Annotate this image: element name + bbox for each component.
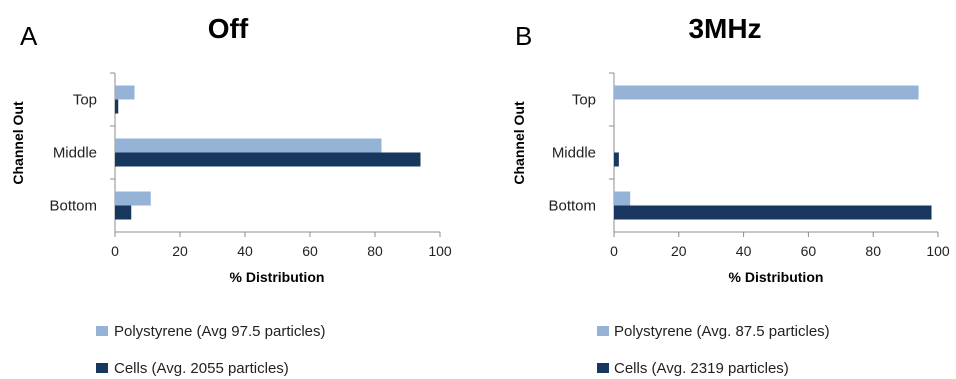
y-tick-label: Middle <box>53 145 97 162</box>
legend: Polystyrene (Avg. 87.5 particles) Cells … <box>597 323 830 377</box>
x-axis-title: % Distribution <box>230 269 325 285</box>
legend: Polystyrene (Avg 97.5 particles) Cells (… <box>96 323 326 377</box>
y-tick-label: Top <box>572 92 596 109</box>
x-tick-label: 100 <box>428 243 452 259</box>
legend-swatch-polystyrene <box>96 326 108 336</box>
panel-label: B <box>515 21 532 51</box>
x-tick-label: 20 <box>172 243 188 259</box>
y-tick-label: Middle <box>552 145 596 162</box>
x-tick-label: 80 <box>367 243 383 259</box>
panel-label: A <box>20 21 38 51</box>
panel-b: B 3MHz Channel Out % Distribution 0 20 40 6… <box>511 13 950 377</box>
y-tick-label: Bottom <box>548 198 596 215</box>
x-axis-title: % Distribution <box>729 269 824 285</box>
y-axis-title: Channel Out <box>10 101 26 185</box>
x-tick-label: 60 <box>302 243 318 259</box>
y-tick-label: Top <box>73 92 97 109</box>
chart-title: Off <box>208 13 249 44</box>
legend-swatch-cells <box>96 363 108 373</box>
panel-a: A Off Channel Out % Distribution 0 20 40 60… <box>10 13 452 377</box>
bar <box>614 85 919 100</box>
bar <box>115 99 119 114</box>
plot-area: 0 20 40 60 80 100 Top Middle Bottom <box>49 72 452 259</box>
x-tick-label: 0 <box>111 243 119 259</box>
legend-label: Cells (Avg. 2319 particles) <box>614 360 789 377</box>
x-tick-label: 40 <box>736 243 752 259</box>
legend-swatch-cells <box>597 363 609 373</box>
bar <box>614 205 932 220</box>
bar <box>115 191 151 206</box>
x-tick-label: 40 <box>237 243 253 259</box>
legend-swatch-polystyrene <box>597 326 609 336</box>
y-tick-label: Bottom <box>49 198 97 215</box>
chart-title: 3MHz <box>688 13 761 44</box>
plot-area: 0 20 40 60 80 100 Top Middle Bottom <box>548 72 950 259</box>
x-tick-label: 0 <box>610 243 618 259</box>
x-tick-label: 80 <box>865 243 881 259</box>
bar <box>115 138 382 153</box>
legend-label: Polystyrene (Avg. 87.5 particles) <box>614 323 830 340</box>
x-tick-label: 100 <box>926 243 950 259</box>
bar <box>614 152 619 167</box>
bar <box>614 191 631 206</box>
bar <box>115 85 135 100</box>
x-tick-label: 20 <box>671 243 687 259</box>
legend-label: Polystyrene (Avg 97.5 particles) <box>114 323 326 340</box>
bar <box>115 152 421 167</box>
legend-label: Cells (Avg. 2055 particles) <box>114 360 289 377</box>
x-tick-label: 60 <box>801 243 817 259</box>
y-axis-title: Channel Out <box>511 101 527 185</box>
bar <box>115 205 132 220</box>
